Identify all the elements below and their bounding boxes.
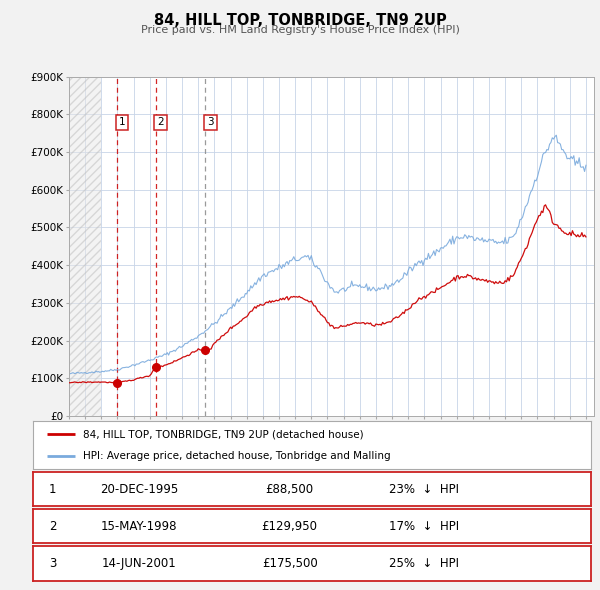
Bar: [69, 77, 101, 416]
Text: 14-JUN-2001: 14-JUN-2001: [101, 557, 176, 570]
Text: 2: 2: [157, 117, 164, 127]
Text: £175,500: £175,500: [262, 557, 317, 570]
Text: 1: 1: [49, 483, 56, 496]
Text: 15-MAY-1998: 15-MAY-1998: [101, 520, 177, 533]
Text: 3: 3: [207, 117, 214, 127]
Text: 3: 3: [49, 557, 56, 570]
Text: 25%  ↓  HPI: 25% ↓ HPI: [389, 557, 458, 570]
Text: 17%  ↓  HPI: 17% ↓ HPI: [389, 520, 458, 533]
Text: 20-DEC-1995: 20-DEC-1995: [100, 483, 178, 496]
Text: £129,950: £129,950: [262, 520, 317, 533]
Text: Price paid vs. HM Land Registry's House Price Index (HPI): Price paid vs. HM Land Registry's House …: [140, 25, 460, 35]
Text: 2: 2: [49, 520, 56, 533]
Text: 84, HILL TOP, TONBRIDGE, TN9 2UP (detached house): 84, HILL TOP, TONBRIDGE, TN9 2UP (detach…: [83, 429, 364, 439]
Text: £88,500: £88,500: [266, 483, 314, 496]
Text: 23%  ↓  HPI: 23% ↓ HPI: [389, 483, 458, 496]
Text: 84, HILL TOP, TONBRIDGE, TN9 2UP: 84, HILL TOP, TONBRIDGE, TN9 2UP: [154, 13, 446, 28]
Text: HPI: Average price, detached house, Tonbridge and Malling: HPI: Average price, detached house, Tonb…: [83, 451, 391, 461]
Text: 1: 1: [119, 117, 125, 127]
